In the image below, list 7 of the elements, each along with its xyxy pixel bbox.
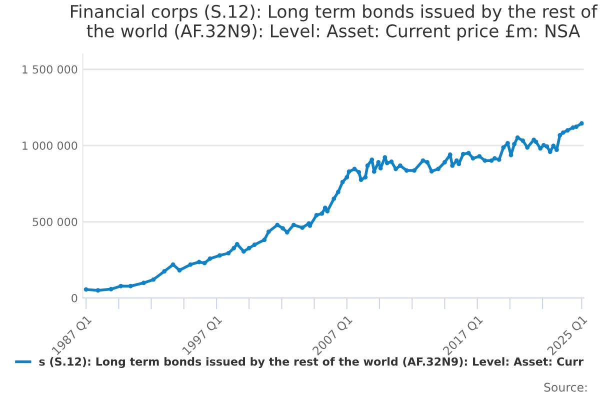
legend-label: s (S.12): Long term bonds issued by the rest of the world (AF.32N9): Level: Asset: Curr — [39, 357, 584, 368]
source-note: Source: — [544, 382, 587, 392]
y-tick-label: 1 500 000 — [22, 65, 78, 74]
chart-title: Financial corps (S.12): Long term bonds issued by the rest of the world (AF.32N9): Level: Asset: Current price £m: NSA — [71, 4, 598, 41]
y-tick-label: 500 000 — [32, 218, 78, 226]
y-tick-label: 0 — [72, 294, 78, 302]
y-tick-label: 1 000 000 — [22, 141, 78, 150]
